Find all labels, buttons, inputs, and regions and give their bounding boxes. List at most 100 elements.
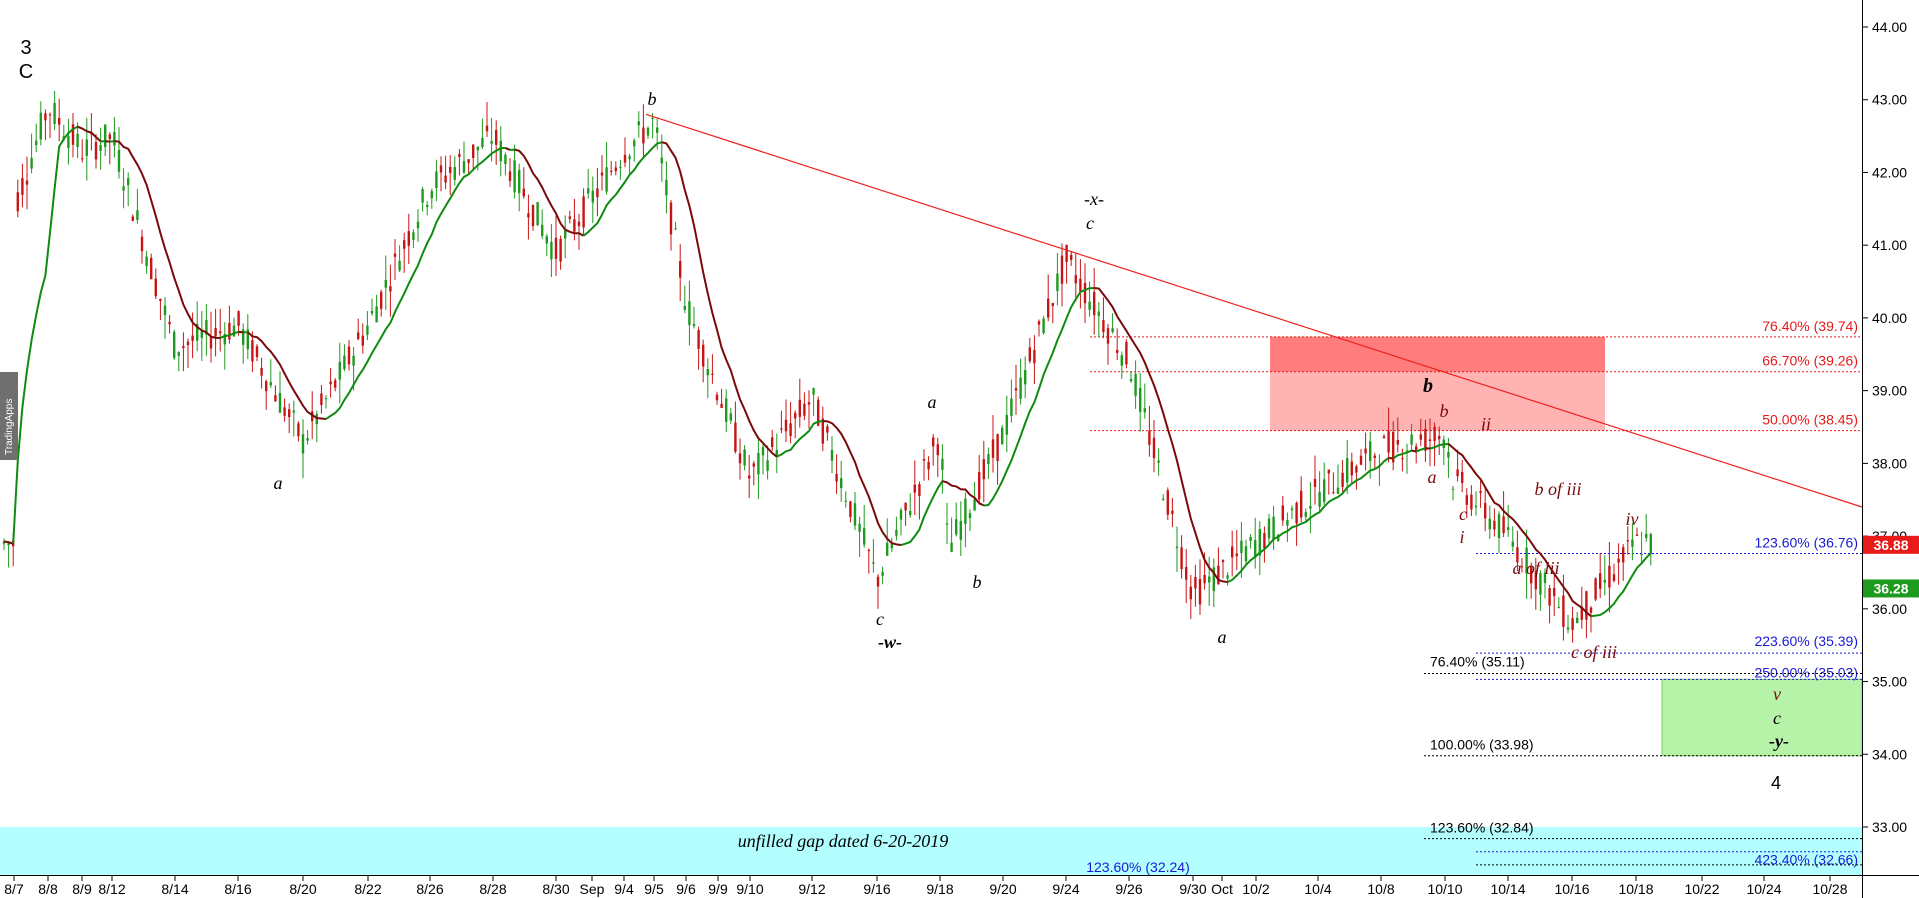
candle-body [85, 139, 88, 156]
candle-body [219, 331, 222, 334]
x-tick-label: 10/16 [1554, 881, 1589, 897]
candle-body [1341, 472, 1344, 487]
x-tick-label: 10/14 [1490, 881, 1525, 897]
candle-body [407, 231, 410, 246]
candle-body [1249, 536, 1252, 541]
wave-label: C [19, 61, 33, 83]
candle-body [1295, 502, 1298, 524]
candle-body [1520, 566, 1524, 568]
candle-body [890, 544, 893, 549]
candle-body [1079, 278, 1082, 292]
x-tick-label: 8/8 [38, 881, 58, 897]
candle-body [1074, 275, 1077, 284]
candle-body [1235, 553, 1238, 557]
candle-body [1194, 577, 1197, 589]
ma-line [1392, 449, 1412, 460]
candle-body [21, 178, 24, 195]
candle-body [899, 509, 903, 520]
candle-body [794, 412, 797, 419]
candle-body [416, 221, 420, 229]
candle-body [150, 257, 153, 280]
candle-body [697, 330, 700, 349]
candle-body [1530, 566, 1533, 584]
candle-body [1024, 370, 1027, 385]
fib-label-extra: 123.60% (32.24) [1086, 859, 1190, 875]
candle-body [444, 175, 447, 183]
candle-body [44, 113, 47, 121]
candle-body [306, 438, 309, 441]
fib-label: 250.00% (35.03) [1754, 664, 1858, 680]
candle-body [688, 301, 691, 326]
x-tick-label: 10/24 [1746, 881, 1781, 897]
x-tick-label: Oct [1211, 881, 1233, 897]
candle-body [1488, 518, 1491, 530]
candle-body [1355, 466, 1358, 473]
candle-body [94, 142, 98, 160]
candle-body [628, 156, 631, 160]
candle-body [600, 172, 604, 176]
ma-line [325, 146, 506, 420]
candle-body [1493, 520, 1496, 530]
candle-body [817, 399, 820, 426]
candle-body [1419, 434, 1422, 440]
wave-label: b [973, 572, 982, 592]
candle-body [826, 426, 829, 433]
candle-body [1525, 547, 1528, 574]
candle-body [1327, 469, 1330, 474]
x-tick-label: 9/6 [676, 881, 696, 897]
candle-body [706, 369, 709, 376]
candle-body [76, 133, 79, 147]
candle-body [1318, 491, 1321, 507]
candle-body [113, 131, 116, 146]
ma-price-label: 36.28 [1873, 580, 1908, 596]
candle-body [1198, 578, 1202, 605]
candle-body [398, 260, 401, 271]
candle-body [426, 204, 429, 207]
candle-body [591, 190, 594, 203]
candle-body [1589, 607, 1593, 613]
candle-body [748, 475, 751, 479]
candle-body [1424, 428, 1427, 451]
watermark: TradingApps [4, 399, 15, 455]
candle-body [1005, 414, 1008, 435]
ma-line [582, 141, 663, 237]
target-zone [1661, 678, 1863, 757]
x-tick-label: 9/30 [1179, 881, 1206, 897]
current-price-label: 36.88 [1873, 537, 1908, 553]
candle-body [1217, 565, 1220, 585]
candle-body [200, 331, 203, 338]
candle-body [1148, 430, 1151, 445]
candle-body [1152, 437, 1156, 459]
candle-body [642, 127, 645, 144]
y-tick-label: 41.00 [1872, 237, 1907, 253]
candle-body [835, 473, 838, 482]
candle-body [968, 513, 972, 519]
candle-body [1180, 547, 1183, 570]
candle-body [1171, 510, 1174, 515]
candle-body [1497, 514, 1501, 539]
candle-body [1516, 547, 1519, 563]
candle-body [1626, 540, 1629, 542]
candle-body [1157, 460, 1160, 463]
candle-body [812, 388, 815, 395]
candle-body [449, 166, 452, 173]
candle-body [858, 523, 861, 532]
x-tick-label: 10/28 [1812, 881, 1847, 897]
candle-body [1405, 450, 1409, 452]
candle-body [752, 463, 755, 467]
candle-body [1231, 546, 1234, 558]
candle-body [1258, 529, 1261, 556]
ma-line [1429, 442, 1449, 450]
candle-body [1189, 586, 1192, 600]
price-tags: 36.88 36.28 [1863, 535, 1919, 598]
wave-label: a [274, 473, 283, 493]
candle-body [1456, 469, 1459, 477]
candle-body [674, 228, 677, 230]
candle-body [1571, 618, 1574, 630]
candle-body [329, 381, 332, 385]
wave-label: b [1423, 375, 1433, 397]
candle-body [1359, 455, 1363, 465]
candle-body [338, 361, 341, 380]
candle-body [1300, 490, 1303, 518]
candle-body [771, 437, 774, 447]
